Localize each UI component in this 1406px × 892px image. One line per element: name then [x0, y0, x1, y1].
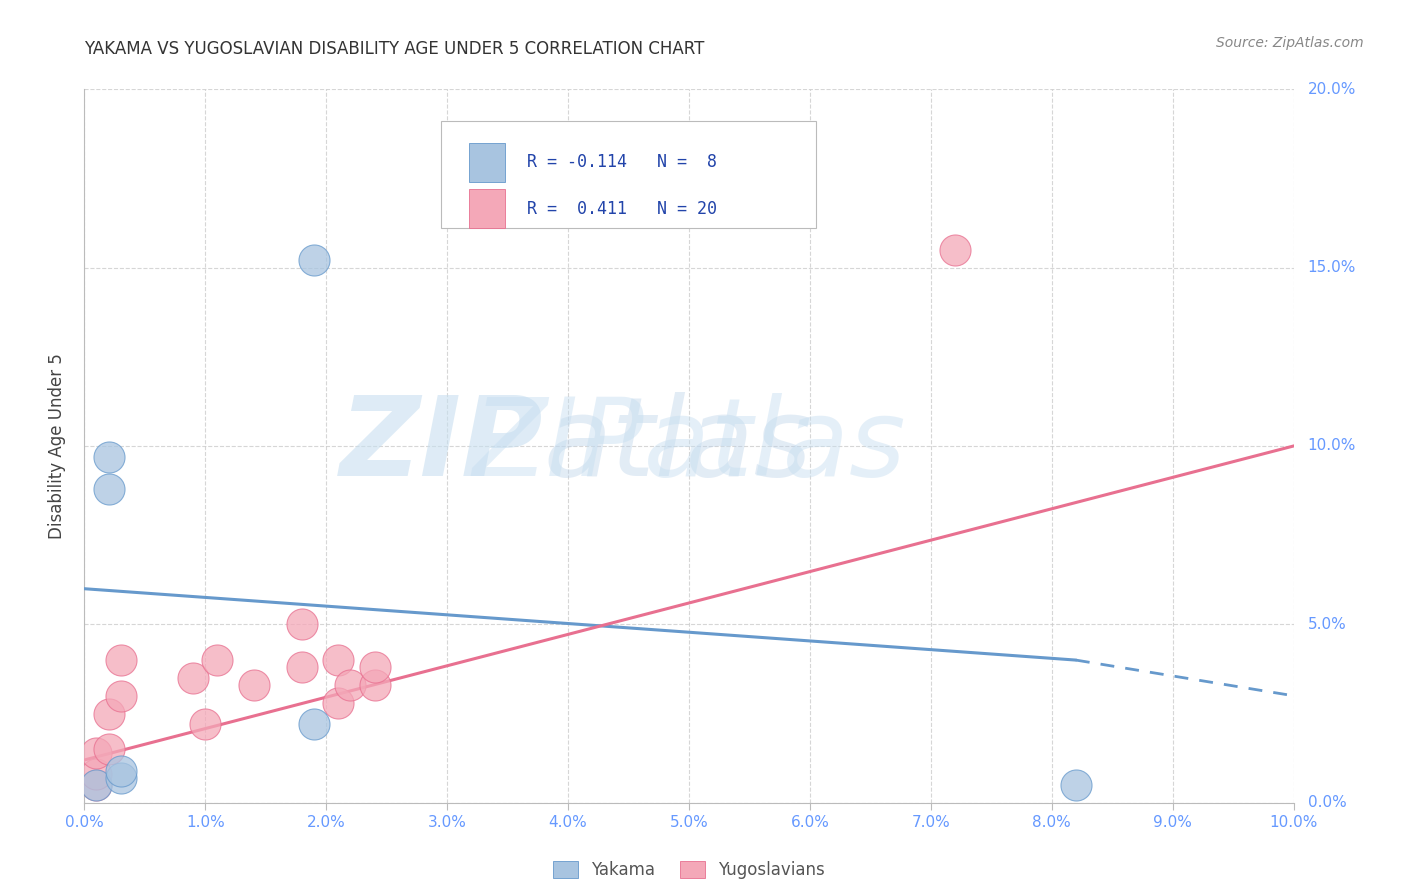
FancyBboxPatch shape — [468, 189, 505, 228]
Legend: Yakama, Yugoslavians: Yakama, Yugoslavians — [544, 853, 834, 888]
Point — [328, 696, 350, 710]
FancyBboxPatch shape — [441, 121, 815, 228]
Point — [97, 706, 120, 721]
Point — [328, 653, 350, 667]
Point — [86, 778, 108, 792]
Point — [97, 450, 120, 464]
Point — [363, 660, 385, 674]
Text: R = -0.114   N =  8: R = -0.114 N = 8 — [527, 153, 717, 171]
Text: R =  0.411   N = 20: R = 0.411 N = 20 — [527, 200, 717, 218]
Point — [363, 678, 385, 692]
Text: 15.0%: 15.0% — [1308, 260, 1355, 275]
Point — [181, 671, 204, 685]
Text: 5.0%: 5.0% — [1308, 617, 1347, 632]
Point — [339, 678, 361, 692]
Point — [110, 689, 132, 703]
Point — [291, 660, 314, 674]
Point — [110, 764, 132, 778]
Point — [302, 253, 325, 268]
Text: 0.0%: 0.0% — [1308, 796, 1347, 810]
Text: Source: ZipAtlas.com: Source: ZipAtlas.com — [1216, 36, 1364, 50]
Point — [110, 653, 132, 667]
Point — [86, 746, 108, 760]
Text: 20.0%: 20.0% — [1308, 82, 1355, 96]
Point — [194, 717, 217, 731]
Y-axis label: Disability Age Under 5: Disability Age Under 5 — [48, 353, 66, 539]
Point — [97, 482, 120, 496]
Text: atlas: atlas — [544, 392, 813, 500]
Point — [242, 678, 264, 692]
Point — [1064, 778, 1087, 792]
Point — [302, 717, 325, 731]
FancyBboxPatch shape — [468, 143, 505, 182]
Point — [86, 778, 108, 792]
Point — [291, 617, 314, 632]
Text: YAKAMA VS YUGOSLAVIAN DISABILITY AGE UNDER 5 CORRELATION CHART: YAKAMA VS YUGOSLAVIAN DISABILITY AGE UND… — [84, 40, 704, 58]
Point — [207, 653, 229, 667]
Point — [702, 171, 724, 186]
Point — [86, 767, 108, 781]
Text: ZIP: ZIP — [340, 392, 544, 500]
Point — [110, 771, 132, 785]
Text: ZIPatlas: ZIPatlas — [472, 393, 905, 499]
Point — [97, 742, 120, 756]
Text: 10.0%: 10.0% — [1308, 439, 1355, 453]
Point — [943, 243, 966, 257]
